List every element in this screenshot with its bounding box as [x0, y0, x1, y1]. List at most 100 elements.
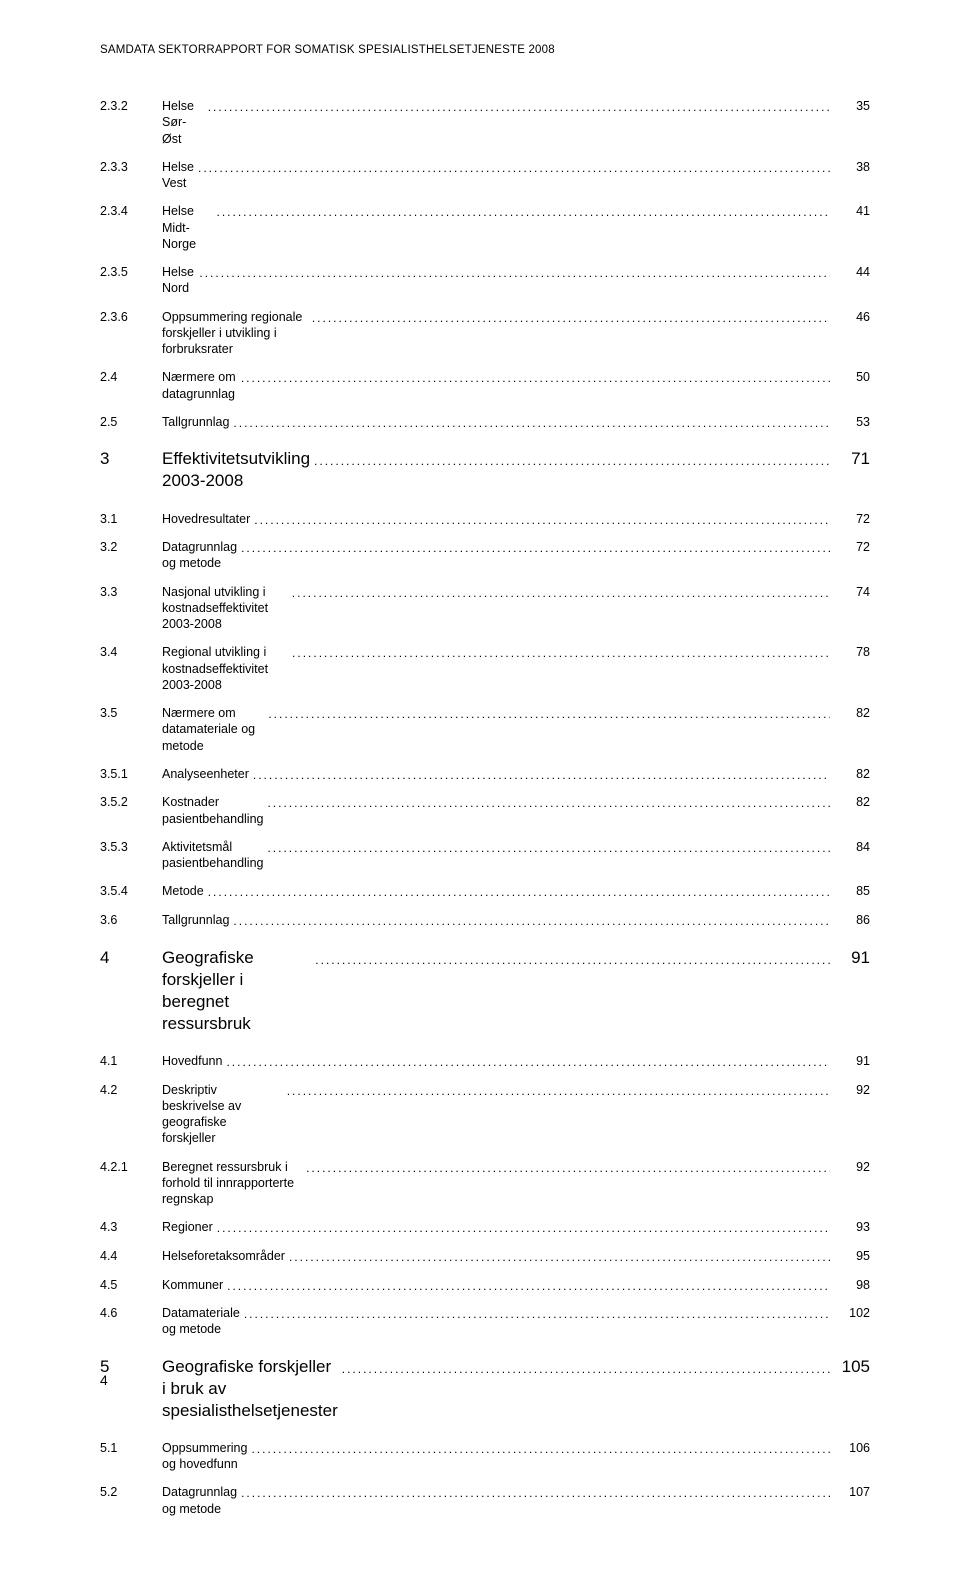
- toc-entry-number: 3: [100, 448, 162, 470]
- toc-leader-dots: [308, 311, 830, 327]
- toc-entry-number: 2.3.3: [100, 159, 162, 175]
- toc-entry-page: 84: [830, 839, 870, 855]
- toc-entry-title: Helseforetaksområder: [162, 1248, 285, 1264]
- toc-entry-page: 106: [830, 1440, 870, 1456]
- toc-entry[interactable]: 3.6Tallgrunnlag86: [100, 912, 870, 929]
- toc-entry[interactable]: 4.3Regioner93: [100, 1219, 870, 1236]
- toc-entry[interactable]: 2.3.4Helse Midt-Norge41: [100, 203, 870, 252]
- toc-entry[interactable]: 4.6Datamateriale og metode 102: [100, 1305, 870, 1338]
- toc-entry[interactable]: 2.3.6Oppsummering regionale forskjeller …: [100, 309, 870, 358]
- toc-entry[interactable]: 2.3.2Helse Sør-Øst 35: [100, 98, 870, 147]
- toc-leader-dots: [263, 796, 830, 812]
- toc-entry[interactable]: 5.2Datagrunnlag og metode107: [100, 1484, 870, 1517]
- toc-entry-page: 82: [830, 794, 870, 810]
- toc-entry-title: Beregnet ressursbruk i forhold til innra…: [162, 1159, 302, 1208]
- toc-entry-page: 82: [830, 705, 870, 721]
- toc-entry[interactable]: 5.1Oppsummering og hovedfunn106: [100, 1440, 870, 1473]
- toc-leader-dots: [195, 266, 830, 282]
- toc-entry-title: Helse Midt-Norge: [162, 203, 213, 252]
- toc-entry[interactable]: 3.2Datagrunnlag og metode72: [100, 539, 870, 572]
- toc-entry-number: 3.3: [100, 584, 162, 600]
- toc-entry-number: 3.5.3: [100, 839, 162, 855]
- toc-leader-dots: [229, 914, 830, 930]
- toc-entry[interactable]: 4Geografiske forskjeller i beregnet ress…: [100, 947, 870, 1035]
- toc-leader-dots: [237, 541, 830, 557]
- toc-entry[interactable]: 2.5Tallgrunnlag53: [100, 414, 870, 431]
- toc-entry[interactable]: 3.1Hovedresultater72: [100, 511, 870, 528]
- toc-entry-page: 98: [830, 1277, 870, 1293]
- toc-entry[interactable]: 4.5Kommuner98: [100, 1277, 870, 1294]
- toc-entry-title: Kommuner: [162, 1277, 223, 1293]
- toc-entry-title: Tallgrunnlag: [162, 912, 229, 928]
- toc-leader-dots: [249, 768, 830, 784]
- toc-entry[interactable]: 3.5.2Kostnader pasientbehandling82: [100, 794, 870, 827]
- toc-entry-title: Geografiske forskjeller i beregnet ressu…: [162, 947, 311, 1035]
- toc-entry-title: Regioner: [162, 1219, 213, 1235]
- toc-entry[interactable]: 2.3.5Helse Nord44: [100, 264, 870, 297]
- toc-leader-dots: [288, 586, 830, 602]
- toc-entry[interactable]: 4.1Hovedfunn91: [100, 1053, 870, 1070]
- toc-entry-page: 92: [830, 1082, 870, 1098]
- toc-entry-title: Metode: [162, 883, 204, 899]
- toc-entry-title: Datamateriale og metode: [162, 1305, 240, 1338]
- toc-entry-page: 95: [830, 1248, 870, 1264]
- toc-entry[interactable]: 4.2.1Beregnet ressursbruk i forhold til …: [100, 1159, 870, 1208]
- toc-leader-dots: [263, 841, 830, 857]
- toc-entry-title: Helse Vest: [162, 159, 194, 192]
- toc-entry[interactable]: 3.3Nasjonal utvikling i kostnadseffektiv…: [100, 584, 870, 633]
- toc-leader-dots: [285, 1250, 830, 1266]
- toc-entry-page: 91: [830, 1053, 870, 1069]
- toc-entry-number: 4.2: [100, 1082, 162, 1098]
- toc-entry-number: 3.5: [100, 705, 162, 721]
- toc-entry-page: 71: [830, 448, 870, 470]
- toc-entry-title: Tallgrunnlag: [162, 414, 229, 430]
- toc-entry[interactable]: 2.3.3Helse Vest 38: [100, 159, 870, 192]
- toc-entry-title: Datagrunnlag og metode: [162, 1484, 237, 1517]
- toc-entry-title: Helse Sør-Øst: [162, 98, 204, 147]
- toc-entry-page: 41: [830, 203, 870, 219]
- toc-entry[interactable]: 3.5.1Analyseenheter82: [100, 766, 870, 783]
- toc-leader-dots: [302, 1161, 830, 1177]
- toc-leader-dots: [310, 454, 830, 470]
- toc-entry-title: Regional utvikling i kostnadseffektivite…: [162, 644, 288, 693]
- toc-entry-title: Nasjonal utvikling i kostnadseffektivite…: [162, 584, 288, 633]
- toc-entry-page: 72: [830, 539, 870, 555]
- toc-entry-page: 72: [830, 511, 870, 527]
- toc-entry-page: 78: [830, 644, 870, 660]
- toc-entry-number: 2.3.2: [100, 98, 162, 114]
- toc-entry-page: 44: [830, 264, 870, 280]
- toc-entry-page: 38: [830, 159, 870, 175]
- toc-entry-title: Analyseenheter: [162, 766, 249, 782]
- toc-leader-dots: [229, 416, 830, 432]
- toc-leader-dots: [204, 885, 830, 901]
- toc-entry-number: 5.1: [100, 1440, 162, 1456]
- toc-entry-title: Datagrunnlag og metode: [162, 539, 237, 572]
- toc-entry[interactable]: 3.5Nærmere om datamateriale og metode82: [100, 705, 870, 754]
- toc-leader-dots: [240, 1307, 830, 1323]
- toc-entry[interactable]: 4.2Deskriptiv beskrivelse av geografiske…: [100, 1082, 870, 1147]
- toc-entry-page: 92: [830, 1159, 870, 1175]
- toc-leader-dots: [223, 1279, 830, 1295]
- toc-entry-page: 35: [830, 98, 870, 114]
- toc-entry-title: Oppsummering regionale forskjeller i utv…: [162, 309, 308, 358]
- toc-leader-dots: [311, 953, 830, 969]
- toc-entry[interactable]: 2.4Nærmere om datagrunnlag50: [100, 369, 870, 402]
- toc-entry[interactable]: 3Effektivitetsutvikling 2003-200871: [100, 448, 870, 492]
- toc-entry-page: 50: [830, 369, 870, 385]
- toc-entry-page: 102: [830, 1305, 870, 1321]
- toc-leader-dots: [283, 1084, 830, 1100]
- toc-entry-page: 85: [830, 883, 870, 899]
- toc-entry-number: 4.4: [100, 1248, 162, 1264]
- toc-leader-dots: [237, 371, 830, 387]
- toc-entry[interactable]: 3.4Regional utvikling i kostnadseffektiv…: [100, 644, 870, 693]
- toc-entry[interactable]: 5Geografiske forskjeller i bruk av spesi…: [100, 1356, 870, 1422]
- toc-leader-dots: [213, 1221, 830, 1237]
- toc-entry-number: 2.3.5: [100, 264, 162, 280]
- toc-entry-title: Geografiske forskjeller i bruk av spesia…: [162, 1356, 338, 1422]
- toc-entry[interactable]: 3.5.3Aktivitetsmål pasientbehandling84: [100, 839, 870, 872]
- toc-entry-title: Deskriptiv beskrivelse av geografiske fo…: [162, 1082, 283, 1147]
- toc-entry[interactable]: 4.4Helseforetaksområder 95: [100, 1248, 870, 1265]
- toc-entry-number: 4.6: [100, 1305, 162, 1321]
- toc-leader-dots: [222, 1055, 830, 1071]
- toc-entry[interactable]: 3.5.4Metode85: [100, 883, 870, 900]
